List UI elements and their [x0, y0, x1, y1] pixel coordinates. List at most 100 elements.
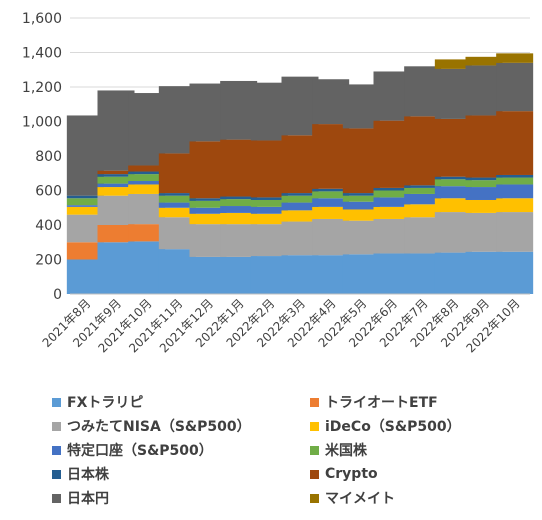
legend-label: iDeCo（S&P500）: [325, 419, 461, 435]
bar-segment-4: [496, 184, 534, 199]
legend-item: 日本株: [52, 464, 310, 484]
bar-segment-4: [434, 186, 472, 199]
bar-segment-3: [465, 199, 503, 213]
bar-segment-5: [128, 174, 166, 182]
bar-segment-3: [434, 198, 472, 213]
bar-segment-4: [97, 183, 135, 188]
legend-swatch: [310, 493, 319, 503]
legend-swatch: [52, 493, 61, 503]
bar-segment-9: [465, 56, 503, 66]
bar-segment-4: [66, 205, 104, 207]
bar-segment-7: [496, 111, 534, 175]
legend-swatch: [310, 397, 319, 407]
bar-segment-3: [496, 198, 534, 213]
y-tick-label: 400: [35, 218, 62, 234]
bar-segment-6: [281, 193, 319, 196]
bar-segment-0: [496, 251, 534, 294]
bar-segment-5: [312, 191, 350, 199]
bar-segment-5: [158, 195, 196, 203]
bar-segment-4: [281, 202, 319, 211]
y-tick-label: 600: [35, 184, 62, 200]
legend-item: 米国株: [310, 440, 510, 460]
bar-segment-5: [496, 177, 534, 185]
bar-segment-4: [312, 198, 350, 207]
bar-segment-3: [158, 207, 196, 218]
bar-segment-7: [97, 170, 135, 175]
bar-segment-3: [373, 206, 411, 219]
bar-segment-6: [158, 193, 196, 196]
bar-segment-4: [250, 206, 288, 214]
bar-segment-6: [250, 197, 288, 200]
bar-segment-4: [128, 181, 166, 185]
legend-swatch: [52, 421, 61, 431]
bar-segment-7: [128, 165, 166, 172]
bar-segment-3: [250, 213, 288, 225]
bar-segment-3: [97, 187, 135, 196]
bar-segment-5: [434, 179, 472, 187]
bar-segment-6: [128, 171, 166, 175]
bar-segment-3: [342, 209, 380, 221]
bar-segment-3: [312, 206, 350, 219]
bar-segment-5: [465, 180, 503, 188]
legend-item: iDeCo（S&P500）: [310, 416, 510, 436]
legend-item: つみたてNISA（S&P500）: [52, 416, 310, 436]
bar-segment-4: [220, 206, 258, 213]
bar-segment-5: [220, 199, 258, 207]
legend-swatch: [310, 469, 319, 479]
bar-segment-1: [97, 225, 135, 243]
legend-label: Crypto: [325, 466, 378, 482]
bar-segment-4: [189, 207, 227, 214]
y-tick-label: 1,600: [22, 11, 62, 27]
legend-label: 日本円: [67, 491, 109, 507]
bar-segment-6: [312, 188, 350, 192]
legend-label: マイメイト: [325, 491, 395, 507]
bar-segment-6: [189, 198, 227, 201]
bar-segment-5: [250, 199, 288, 207]
legend-item: FXトラリピ: [52, 392, 310, 412]
legend-label: つみたてNISA（S&P500）: [67, 419, 251, 435]
legend-label: 米国株: [325, 443, 367, 459]
legend-item: マイメイト: [310, 488, 510, 508]
legend-label: トライオートETF: [325, 395, 438, 411]
bar-segment-9: [496, 53, 534, 63]
bar-segment-5: [404, 187, 442, 194]
bar-segment-6: [373, 187, 411, 191]
y-tick-label: 1,000: [22, 115, 62, 131]
bar-segment-6: [434, 176, 472, 180]
bar-segment-4: [158, 202, 196, 208]
bar-segment-6: [220, 196, 258, 200]
bar-segment-5: [373, 190, 411, 198]
legend-label: 日本株: [67, 467, 109, 483]
bar-segment-5: [342, 195, 380, 202]
bar-segment-6: [66, 195, 104, 199]
bar-segment-4: [465, 187, 503, 200]
bar-segment-4: [404, 193, 442, 205]
bar-segment-5: [66, 198, 104, 206]
bar-segment-3: [281, 210, 319, 222]
legend-swatch: [52, 469, 61, 479]
bar-segment-5: [97, 176, 135, 184]
legend-swatch: [52, 397, 61, 407]
legend-item: 日本円: [52, 488, 310, 508]
bar-segment-9: [434, 59, 472, 69]
legend-item: トライオートETF: [310, 392, 510, 412]
bar-segment-3: [128, 184, 166, 194]
bar-segment-4: [373, 197, 411, 207]
legend-swatch: [310, 445, 319, 455]
bar-segment-5: [281, 195, 319, 203]
y-tick-label: 0: [53, 287, 62, 303]
bar-segment-1: [128, 224, 166, 242]
legend-item: 特定口座（S&P500）: [52, 440, 310, 460]
stacked-bar-chart: 02004006008001,0001,2001,4001,6002021年8月…: [22, 11, 534, 355]
bar-segment-3: [66, 206, 104, 215]
bar-segment-6: [496, 174, 534, 178]
bar-segment-4: [342, 201, 380, 210]
bar-segment-8: [496, 62, 534, 112]
legend-swatch: [52, 445, 61, 455]
bar-segment-6: [97, 174, 135, 177]
bar-segment-2: [496, 212, 534, 252]
bar-segment-6: [404, 185, 442, 188]
legend-swatch: [310, 421, 319, 431]
y-tick-label: 1,200: [22, 80, 62, 96]
